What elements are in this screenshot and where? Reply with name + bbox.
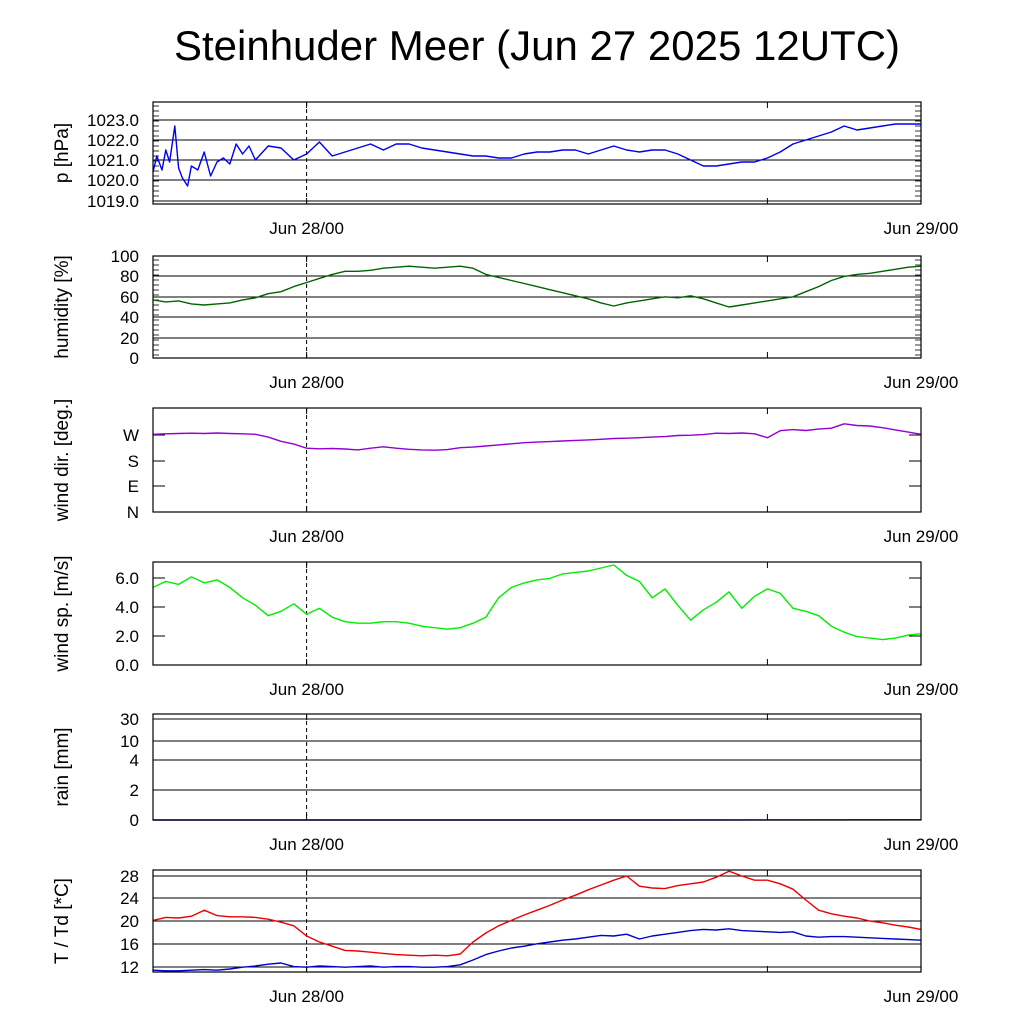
panel-3: 0.0 2.0 4.0 6.0 wind sp. [m/s] Jun 28/00 Jun 2… — [52, 555, 958, 699]
y-tick-label: 20 — [120, 329, 139, 348]
y-tick-label: 60 — [120, 288, 139, 307]
x-tick-label: Jun 28/00 — [269, 527, 344, 546]
x-tick-label: Jun 29/00 — [884, 219, 959, 238]
y-tick-label: 10 — [120, 732, 139, 751]
x-tick-label: Jun 29/00 — [884, 373, 959, 392]
x-tick-label: Jun 28/00 — [269, 373, 344, 392]
y-axis-label: p [hPa] — [52, 123, 73, 183]
y-tick-label: 1019.0 — [87, 192, 139, 211]
y-tick-label: 28 — [120, 867, 139, 886]
plot-frame — [152, 255, 922, 359]
y-tick-label: 16 — [120, 935, 139, 954]
panel-4: 0 2 410 30 rain [mm] Jun 28/00 Jun 29/00 — [52, 710, 958, 854]
plot-frame — [152, 407, 922, 513]
series-line-0 — [152, 564, 922, 641]
y-tick-label: 2 — [130, 781, 139, 800]
plot-frame — [152, 713, 922, 821]
y-axis-label: wind dir. [deg.] — [52, 399, 73, 523]
y-tick-label: N — [127, 503, 139, 522]
plot-frame — [152, 869, 922, 973]
x-tick-label: Jun 29/00 — [884, 527, 959, 546]
y-tick-label: 1022.0 — [87, 131, 139, 150]
y-tick-label: 12 — [120, 958, 139, 977]
y-tick-label: S — [128, 452, 139, 471]
y-tick-label: 1021.0 — [87, 151, 139, 170]
chart-title: Steinhuder Meer (Jun 27 2025 12UTC) — [173, 22, 901, 69]
series-line-0 — [152, 123, 921, 187]
y-axis-label: wind sp. [m/s] — [52, 555, 73, 672]
x-tick-label: Jun 29/00 — [884, 987, 959, 1006]
y-tick-label: E — [128, 477, 139, 496]
panel-5: 12 16 20 24 28 T / Td [*C] Jun 28/00 Jun 29/00 — [52, 867, 958, 1006]
y-tick-label: 100 — [111, 247, 139, 266]
y-axis-label: T / Td [*C] — [52, 878, 73, 964]
y-tick-label: 6.0 — [115, 569, 139, 588]
y-tick-label: 4.0 — [115, 598, 139, 617]
series-line-0 — [152, 870, 922, 957]
y-tick-label: 1020.0 — [87, 171, 139, 190]
y-tick-label: 0.0 — [115, 656, 139, 675]
y-tick-label: 30 — [120, 710, 139, 729]
series-line-0 — [152, 265, 922, 308]
plot-frame — [152, 561, 922, 666]
series-line-0 — [152, 423, 922, 451]
x-tick-label: Jun 28/00 — [269, 680, 344, 699]
x-tick-label: Jun 28/00 — [269, 987, 344, 1006]
y-tick-label: 0 — [130, 811, 139, 830]
y-axis-label: rain [mm] — [52, 727, 73, 806]
y-axis-label: humidity [%] — [52, 255, 73, 358]
y-tick-label: W — [123, 426, 139, 445]
y-tick-label: 1023.0 — [87, 111, 139, 130]
x-tick-label: Jun 29/00 — [884, 680, 959, 699]
x-tick-label: Jun 28/00 — [269, 835, 344, 854]
plot-frame — [152, 101, 922, 205]
y-tick-label: 0 — [130, 349, 139, 368]
series-line-1 — [152, 928, 922, 972]
y-tick-label: 2.0 — [115, 627, 139, 646]
y-tick-label: 80 — [120, 267, 139, 286]
y-tick-label: 4 — [130, 751, 139, 770]
y-tick-label: 24 — [120, 889, 139, 908]
y-tick-label: 20 — [120, 912, 139, 931]
x-tick-label: Jun 29/00 — [884, 835, 959, 854]
y-tick-label: 40 — [120, 308, 139, 327]
x-tick-label: Jun 28/00 — [269, 219, 344, 238]
